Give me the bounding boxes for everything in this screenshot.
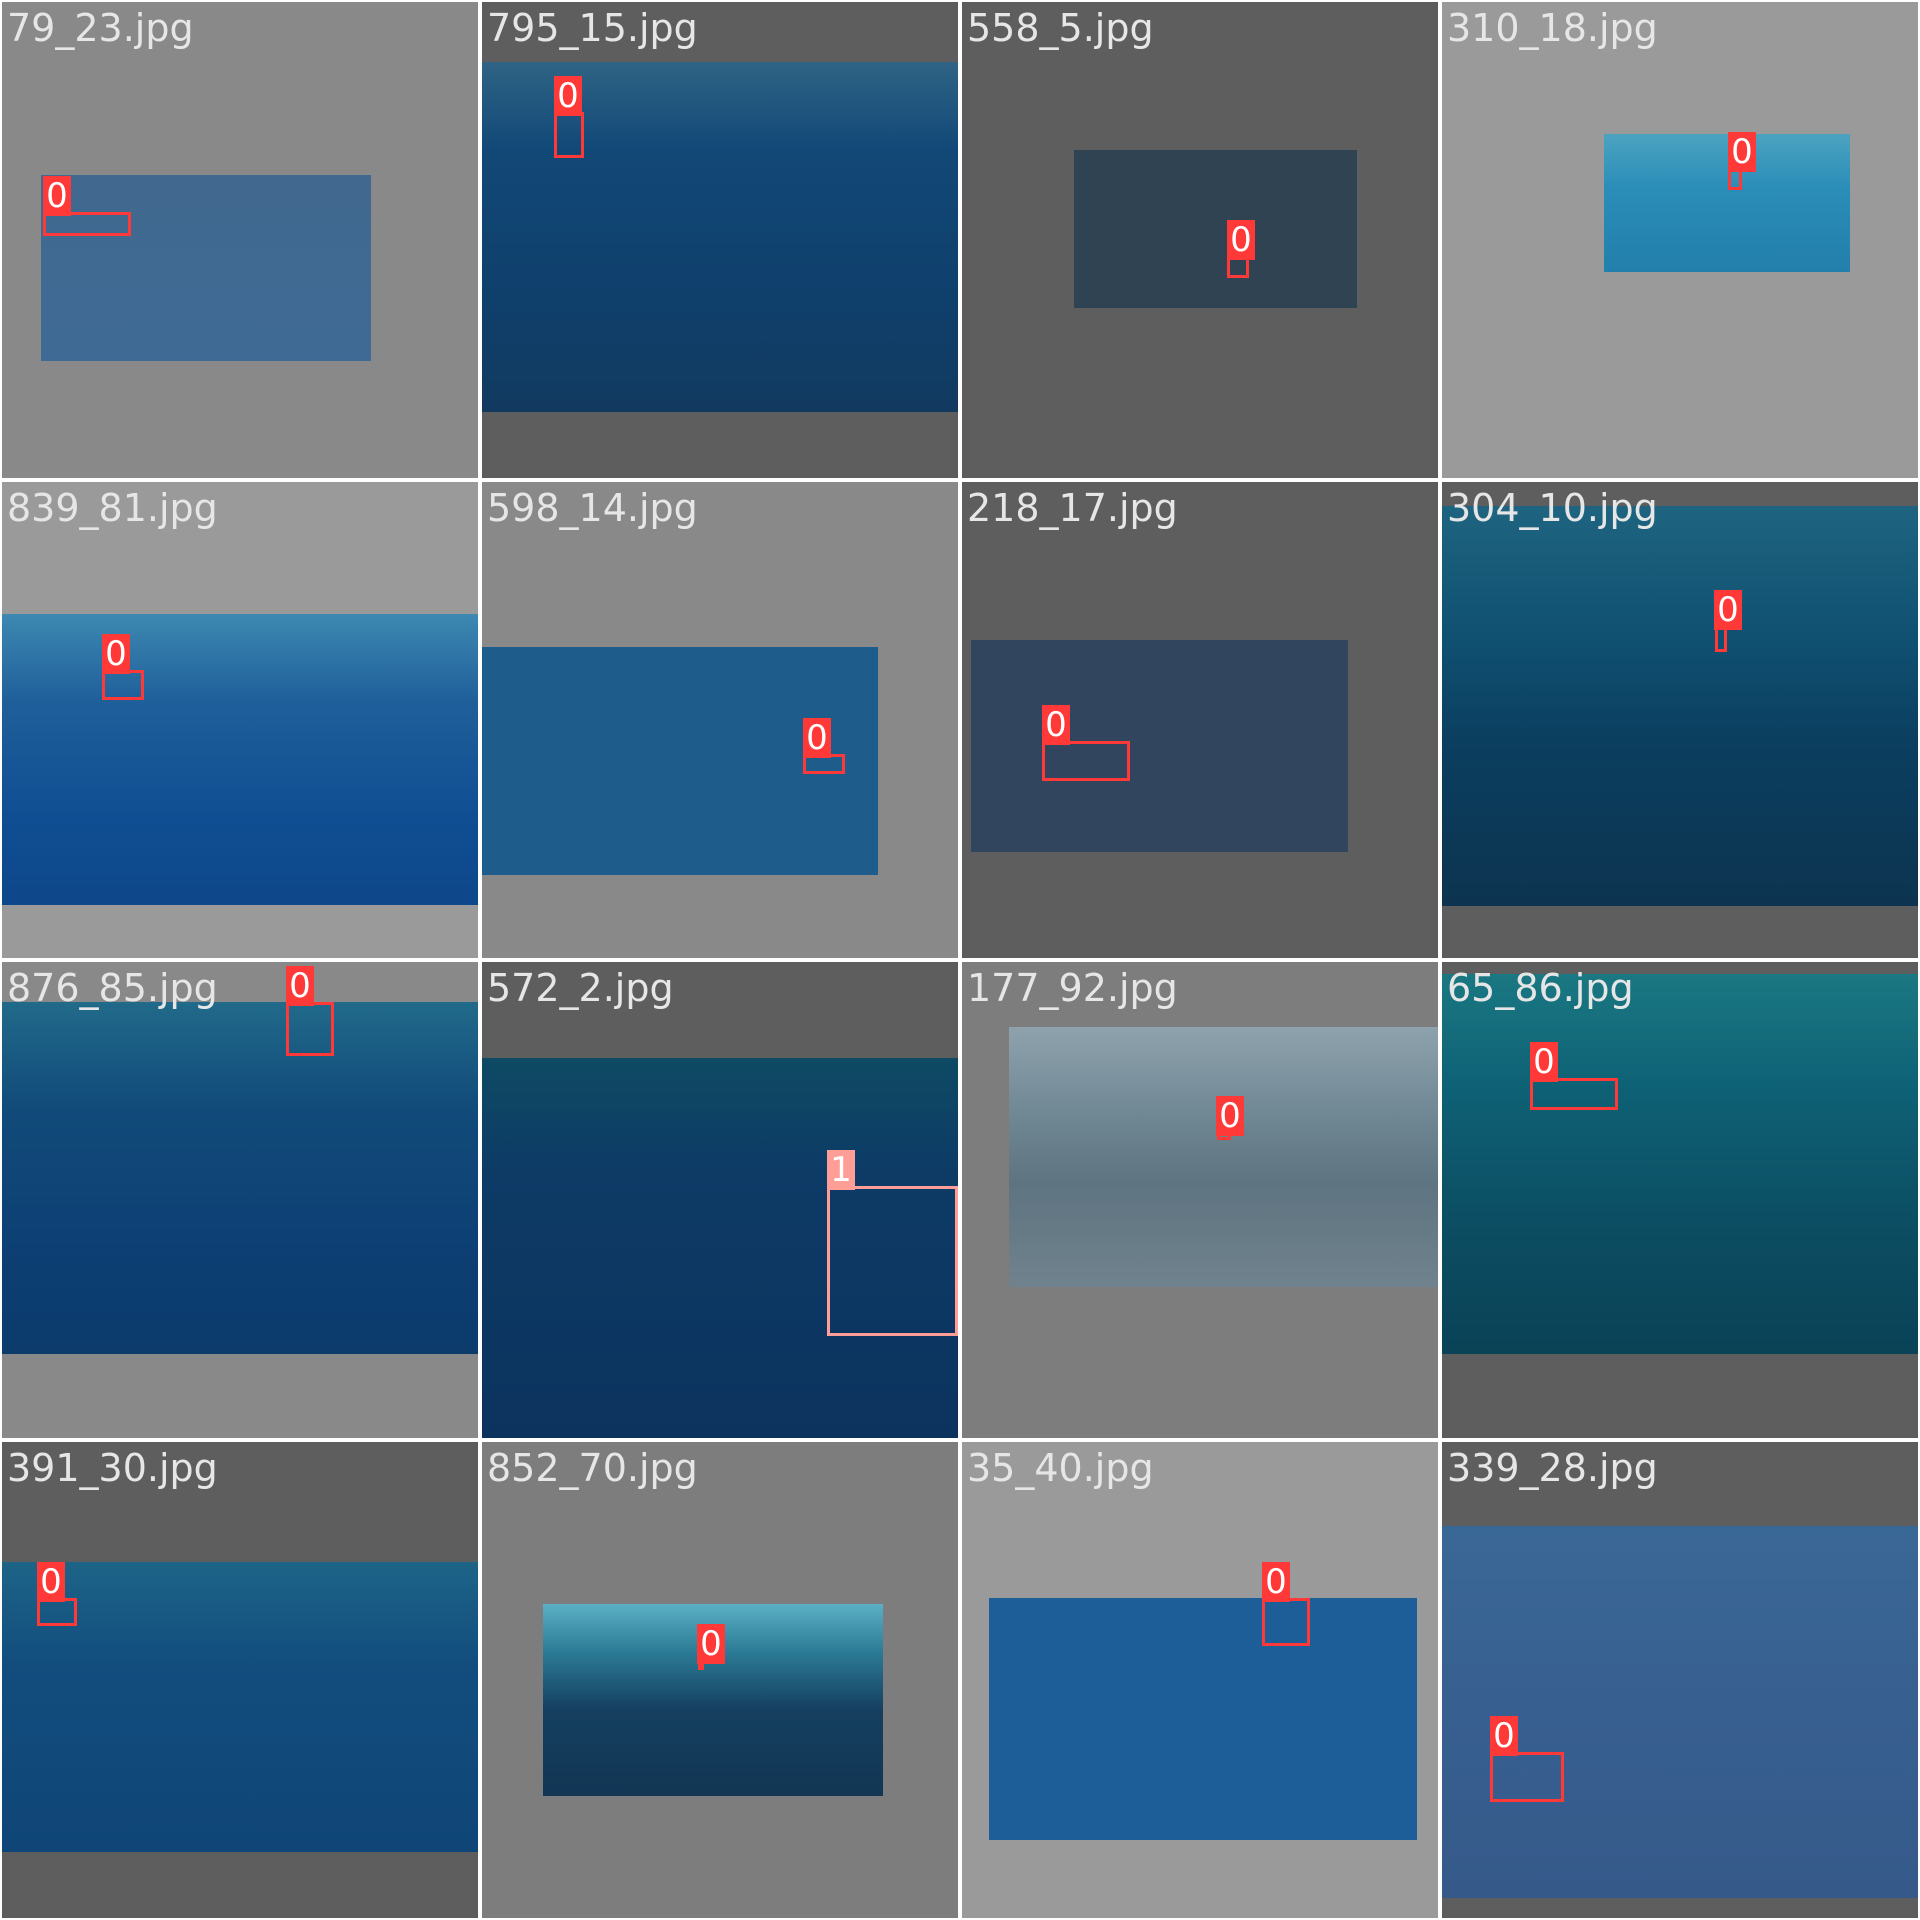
filename-label: 558_5.jpg (967, 6, 1154, 50)
tile-558-5: 0 558_5.jpg (962, 2, 1438, 478)
filename-label: 839_81.jpg (7, 486, 218, 530)
tile-35-40: 0 35_40.jpg (962, 1442, 1438, 1918)
underwater-photo (1604, 134, 1850, 272)
underwater-photo (482, 1058, 958, 1438)
tile-572-2: 1 572_2.jpg (482, 962, 958, 1438)
underwater-photo (482, 647, 878, 875)
tile-339-28: 0 339_28.jpg (1442, 1442, 1918, 1918)
underwater-photo (1442, 1526, 1918, 1898)
underwater-photo (2, 614, 478, 905)
filename-label: 35_40.jpg (967, 1446, 1154, 1490)
underwater-photo (1442, 974, 1918, 1354)
underwater-photo (2, 1562, 478, 1852)
tile-795-15: 0 795_15.jpg (482, 2, 958, 478)
tile-79-23: 0 79_23.jpg (2, 2, 478, 478)
bounding-box (286, 1002, 334, 1056)
class-label: 0 (554, 76, 582, 116)
underwater-photo (1009, 1027, 1438, 1287)
tile-391-30: 0 391_30.jpg (2, 1442, 478, 1918)
class-label: 0 (1042, 705, 1070, 745)
class-label: 0 (803, 718, 831, 758)
class-label: 0 (37, 1562, 65, 1602)
filename-label: 391_30.jpg (7, 1446, 218, 1490)
class-label: 1 (827, 1150, 855, 1190)
tile-177-92: 0 177_92.jpg (962, 962, 1438, 1438)
filename-label: 795_15.jpg (487, 6, 698, 50)
class-label: 0 (286, 966, 314, 1006)
filename-label: 572_2.jpg (487, 966, 674, 1010)
filename-label: 876_85.jpg (7, 966, 218, 1010)
bounding-box (37, 1598, 77, 1626)
tile-598-14: 0 598_14.jpg (482, 482, 958, 958)
filename-label: 79_23.jpg (7, 6, 194, 50)
tile-65-86: 0 65_86.jpg (1442, 962, 1918, 1438)
class-label: 0 (43, 176, 71, 216)
bounding-box (827, 1186, 958, 1336)
bounding-box (1490, 1752, 1564, 1802)
tile-876-85: 0 876_85.jpg (2, 962, 478, 1438)
tile-852-70: 0 852_70.jpg (482, 1442, 958, 1918)
bounding-box (1262, 1598, 1310, 1646)
filename-label: 598_14.jpg (487, 486, 698, 530)
class-label: 0 (1490, 1716, 1518, 1756)
filename-label: 339_28.jpg (1447, 1446, 1658, 1490)
underwater-photo (1442, 506, 1918, 906)
filename-label: 65_86.jpg (1447, 966, 1634, 1010)
underwater-photo (482, 62, 958, 412)
filename-label: 304_10.jpg (1447, 486, 1658, 530)
class-label: 0 (1728, 132, 1756, 172)
class-label: 0 (1262, 1562, 1290, 1602)
underwater-photo (2, 1002, 478, 1354)
class-label: 0 (1227, 220, 1255, 260)
underwater-photo (1074, 150, 1357, 308)
class-label: 0 (1714, 590, 1742, 630)
class-label: 0 (102, 634, 130, 674)
tile-304-10: 0 304_10.jpg (1442, 482, 1918, 958)
bounding-box (1530, 1078, 1618, 1110)
underwater-photo (971, 640, 1348, 852)
filename-label: 177_92.jpg (967, 966, 1178, 1010)
bounding-box (102, 670, 144, 700)
tile-218-17: 0 218_17.jpg (962, 482, 1438, 958)
filename-label: 310_18.jpg (1447, 6, 1658, 50)
underwater-photo (989, 1598, 1417, 1840)
filename-label: 852_70.jpg (487, 1446, 698, 1490)
bounding-box (43, 212, 131, 236)
class-label: 0 (697, 1624, 725, 1664)
class-label: 0 (1530, 1042, 1558, 1082)
tile-839-81: 0 839_81.jpg (2, 482, 478, 958)
tile-310-18: 0 310_18.jpg (1442, 2, 1918, 478)
underwater-photo (41, 175, 371, 361)
bounding-box (554, 112, 584, 158)
bounding-box (1042, 741, 1130, 781)
filename-label: 218_17.jpg (967, 486, 1178, 530)
class-label: 0 (1216, 1096, 1244, 1136)
